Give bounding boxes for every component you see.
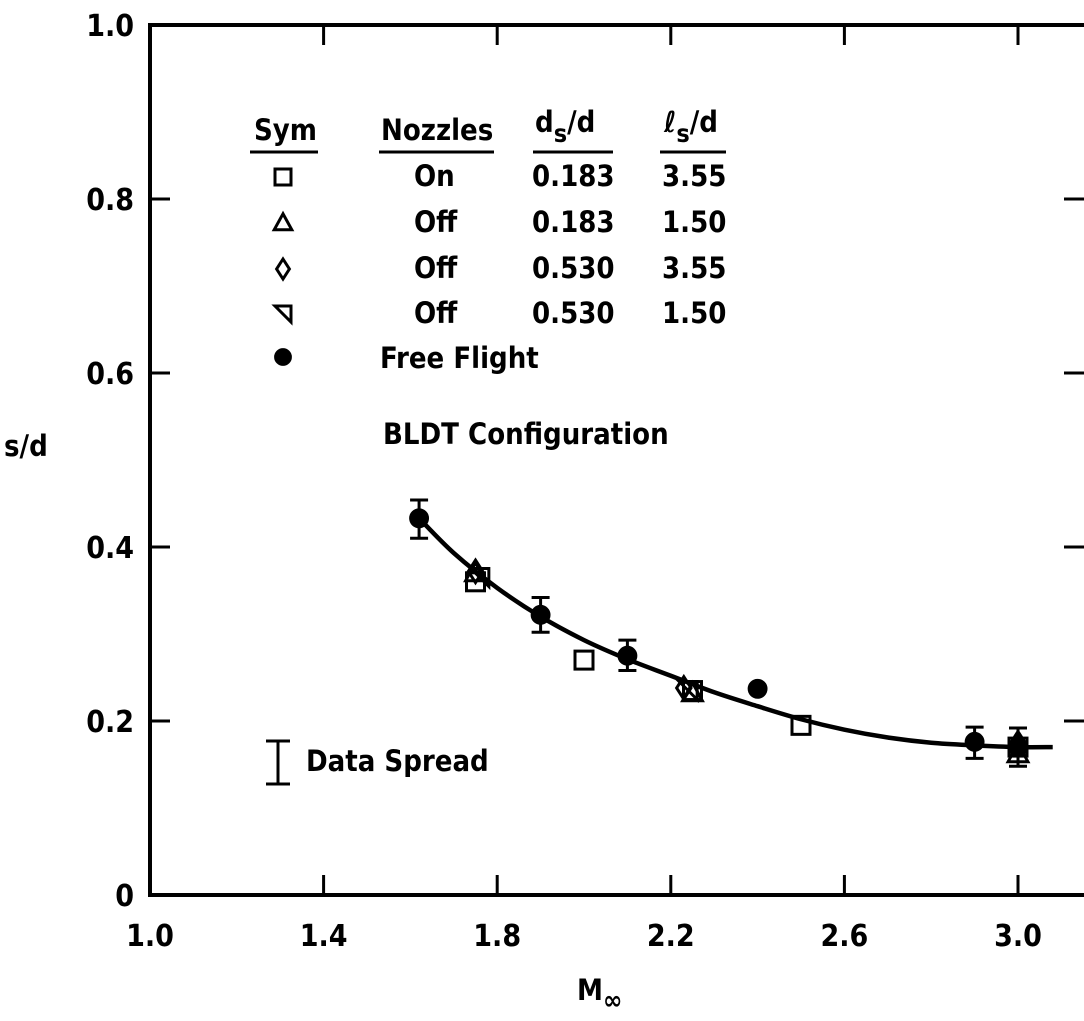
x-axis-label-main: M (577, 973, 603, 1007)
legend-marker-triangle-up (271, 210, 295, 232)
legend-ls-d: 3.55 (662, 159, 726, 193)
axes (148, 23, 1084, 897)
data-point-circle-filled (409, 508, 430, 529)
y-tick-label: 1.0 (86, 9, 134, 44)
error-bars (410, 498, 1027, 768)
annotation-bldt: BLDT Configuration (383, 417, 669, 451)
legend-nozzles: Off (414, 205, 458, 239)
y-tick-label: 0.2 (86, 705, 134, 740)
legend-marker-diamond (274, 256, 292, 282)
y-tick-label: 0.4 (86, 531, 134, 566)
data-point-square (573, 649, 595, 671)
legend: Sym Nozzles ds/d ℓs/d On 0.183 3.55 Off 0.18… (250, 105, 726, 375)
legend-header-nozzles: Nozzles (381, 113, 493, 147)
y-tick-label: 0.8 (86, 183, 134, 218)
x-tick-label: 2.2 (647, 919, 695, 954)
data-point-square (790, 714, 812, 736)
x-tick-label: 3.0 (994, 919, 1042, 954)
x-tick-label: 1.8 (473, 919, 521, 954)
legend-ls-d: 1.50 (662, 205, 726, 239)
ticks (148, 25, 1084, 895)
data-point-circle-filled (964, 731, 985, 752)
legend-marker-square (273, 167, 293, 187)
legend-ds-d: 0.530 (532, 251, 615, 285)
fit-curve (417, 516, 1053, 750)
legend-marker-circle-filled (274, 348, 292, 366)
legend-ds-d: 0.530 (532, 296, 615, 330)
legend-nozzles: Off (414, 251, 458, 285)
x-axis-label: M∞ (577, 973, 622, 1016)
legend-nozzles: On (414, 159, 455, 193)
x-axis-label-sub: ∞ (603, 986, 623, 1016)
legend-header-ls: ℓs/d (663, 105, 718, 148)
legend-marker-triangle-left (271, 304, 293, 326)
legend-nozzles: Off (414, 296, 458, 330)
legend-rows: On 0.183 3.55 Off 0.183 1.50 Off 0.530 3.55 Off 0.… (271, 159, 726, 375)
x-tick-label: 1.0 (126, 919, 174, 954)
tick-labels: 1.0 1.4 1.8 2.2 2.6 3.0 0 0.2 0.4 0.6 0.8 1.0 (86, 9, 1042, 954)
legend-label-free-flight: Free Flight (380, 341, 539, 375)
legend-header-sym: Sym (254, 113, 317, 147)
data-point-circle-filled (530, 604, 551, 625)
y-tick-label: 0.6 (86, 357, 134, 392)
data-point-circle-filled (1008, 737, 1028, 758)
legend-header-ds: ds/d (535, 105, 595, 148)
data-markers (409, 508, 1031, 764)
data-spread-key (266, 739, 290, 786)
legend-ds-d: 0.183 (532, 205, 615, 239)
legend-ls-d: 3.55 (662, 251, 726, 285)
x-tick-label: 2.6 (820, 919, 868, 954)
x-tick-label: 1.4 (300, 919, 348, 954)
data-point-triangle-left (675, 680, 699, 704)
data-point-circle-filled (747, 678, 768, 699)
data-point-circle-filled (617, 645, 638, 666)
y-tick-label: 0 (115, 879, 134, 914)
y-axis-label: s/d (4, 429, 48, 463)
data-spread-label: Data Spread (306, 744, 489, 778)
legend-ds-d: 0.183 (532, 159, 615, 193)
legend-ls-d: 1.50 (662, 296, 726, 330)
data-point-triangle-left (467, 566, 491, 591)
data-point-diamond (674, 673, 693, 702)
